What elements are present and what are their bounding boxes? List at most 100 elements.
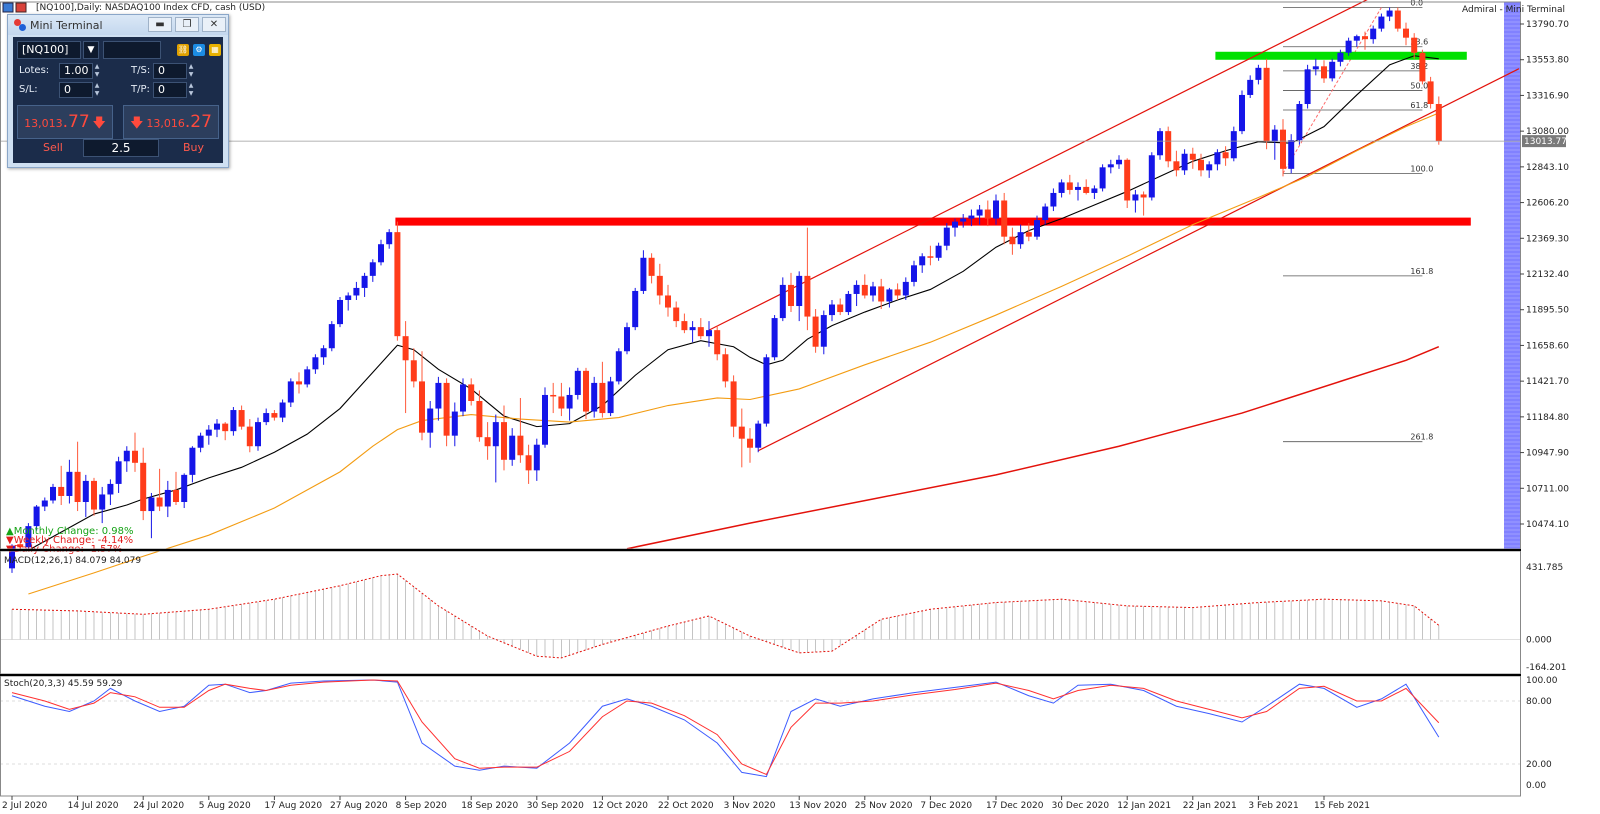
candle — [755, 420, 762, 453]
candle — [181, 473, 188, 509]
candle-body — [1427, 81, 1434, 105]
stop-loss-input[interactable]: 0 — [59, 82, 93, 98]
candle — [312, 354, 319, 374]
trailing-stop-stepper[interactable]: ▲ ▼ — [188, 63, 194, 78]
mini-terminal-titlebar[interactable]: Mini Terminal ▬ ❐ ✕ — [8, 15, 228, 35]
candle-body — [706, 330, 712, 337]
candle — [230, 407, 237, 436]
candle — [115, 456, 122, 493]
minimize-button[interactable]: ▬ — [148, 17, 172, 32]
candle — [615, 348, 622, 385]
candle-body — [66, 471, 73, 496]
candle — [1017, 224, 1024, 249]
candle — [1034, 215, 1040, 240]
lots-stepper[interactable]: ▲ ▼ — [94, 63, 100, 78]
take-profit-input[interactable]: 0 — [153, 82, 187, 98]
candle — [624, 322, 630, 355]
candle — [1124, 158, 1131, 209]
y-tick-label: 11184.80 — [1526, 413, 1569, 423]
y-tick-label: 13080.00 — [1526, 127, 1569, 137]
candle-body — [1329, 61, 1336, 79]
grid-icon[interactable]: ▦ — [209, 44, 221, 56]
flag-icon — [15, 2, 27, 13]
sell-price-button[interactable]: 13,013.77 🡇 — [17, 105, 113, 139]
y-tick-label: 11895.50 — [1526, 306, 1569, 316]
candle-body — [1230, 131, 1237, 159]
candle-body — [1034, 220, 1040, 237]
change-label: ▲Monthly Change: 0.98% — [6, 526, 134, 537]
candle-body — [583, 370, 589, 412]
stoch-y-label: 20.00 — [1526, 760, 1552, 770]
candle-body — [591, 382, 598, 412]
candle-body — [804, 275, 811, 317]
candle-body — [615, 351, 622, 382]
candle — [1083, 179, 1090, 195]
candle — [845, 290, 852, 316]
candle — [66, 459, 73, 504]
candle-body — [484, 437, 491, 447]
candle — [320, 345, 327, 365]
candle-body — [1198, 159, 1204, 171]
x-tick-label: 12 Jan 2021 — [1117, 801, 1171, 811]
take-profit-stepper[interactable]: ▲ ▼ — [188, 82, 194, 97]
candle-body — [837, 304, 844, 313]
candle-body — [296, 381, 302, 385]
candle — [443, 378, 450, 447]
candle-body — [771, 318, 778, 358]
y-tick-label: 12606.20 — [1526, 199, 1569, 209]
broker-label: Admiral - Mini Terminal — [1462, 5, 1565, 15]
candle-body — [943, 227, 950, 246]
buy-price-button[interactable]: 🡇 13,016.27 — [123, 105, 219, 139]
candle — [763, 354, 770, 427]
symbol-select[interactable]: [NQ100] — [17, 41, 81, 59]
candle-body — [1403, 28, 1409, 38]
mini-terminal-window[interactable]: Mini Terminal ▬ ❐ ✕ [NQ100] ▼ ⛓ ⚙ ▦ Lote… — [7, 14, 229, 168]
candle-body — [378, 244, 384, 263]
close-button[interactable]: ✕ — [202, 17, 226, 32]
candle — [58, 465, 65, 506]
y-tick-label: 12132.40 — [1526, 270, 1569, 280]
candle-body — [189, 447, 196, 475]
stoch-y-label: 80.00 — [1526, 697, 1552, 707]
x-tick-label: 14 Jul 2020 — [68, 801, 119, 811]
candle-body — [1296, 104, 1303, 141]
candle-body — [1173, 161, 1180, 171]
candle — [796, 271, 803, 322]
candle-body — [1239, 94, 1245, 132]
restore-button[interactable]: ❐ — [175, 17, 199, 32]
gear-icon[interactable]: ⚙ — [193, 44, 205, 56]
candle-body — [91, 480, 97, 510]
candle — [501, 405, 507, 471]
x-tick-label: 17 Aug 2020 — [264, 801, 322, 811]
buy-price-fraction: .27 — [184, 112, 212, 132]
fib-level-label: 23.6 — [1410, 38, 1428, 47]
x-tick-label: 5 Aug 2020 — [199, 801, 251, 811]
x-tick-label: 3 Feb 2021 — [1248, 801, 1298, 811]
buy-button[interactable]: Buy — [183, 141, 205, 154]
link-icon[interactable]: ⛓ — [177, 44, 189, 56]
chevron-down-icon[interactable]: ▼ — [83, 41, 99, 59]
lots-input[interactable]: 1.00 — [59, 63, 93, 79]
stop-loss-stepper[interactable]: ▲ ▼ — [94, 82, 100, 97]
trailing-stop-input[interactable]: 0 — [153, 63, 187, 79]
candle-body — [509, 435, 516, 460]
candle — [484, 422, 491, 460]
y-tick-label: 11421.70 — [1526, 377, 1569, 387]
sell-button[interactable]: Sell — [43, 141, 63, 154]
moving-average-line-3 — [626, 346, 1440, 550]
candle — [1116, 155, 1122, 169]
candle-body — [435, 382, 442, 409]
candle — [1312, 58, 1319, 76]
candle — [517, 397, 524, 463]
x-tick-label: 30 Dec 2020 — [1052, 801, 1110, 811]
spread-field: 2.5 — [83, 139, 159, 157]
candle-body — [148, 497, 155, 512]
candle-body — [779, 284, 786, 319]
candle-body — [1394, 10, 1401, 29]
candle — [1075, 182, 1081, 201]
candle — [558, 382, 565, 417]
candle — [394, 221, 401, 341]
candle-body — [238, 410, 245, 427]
